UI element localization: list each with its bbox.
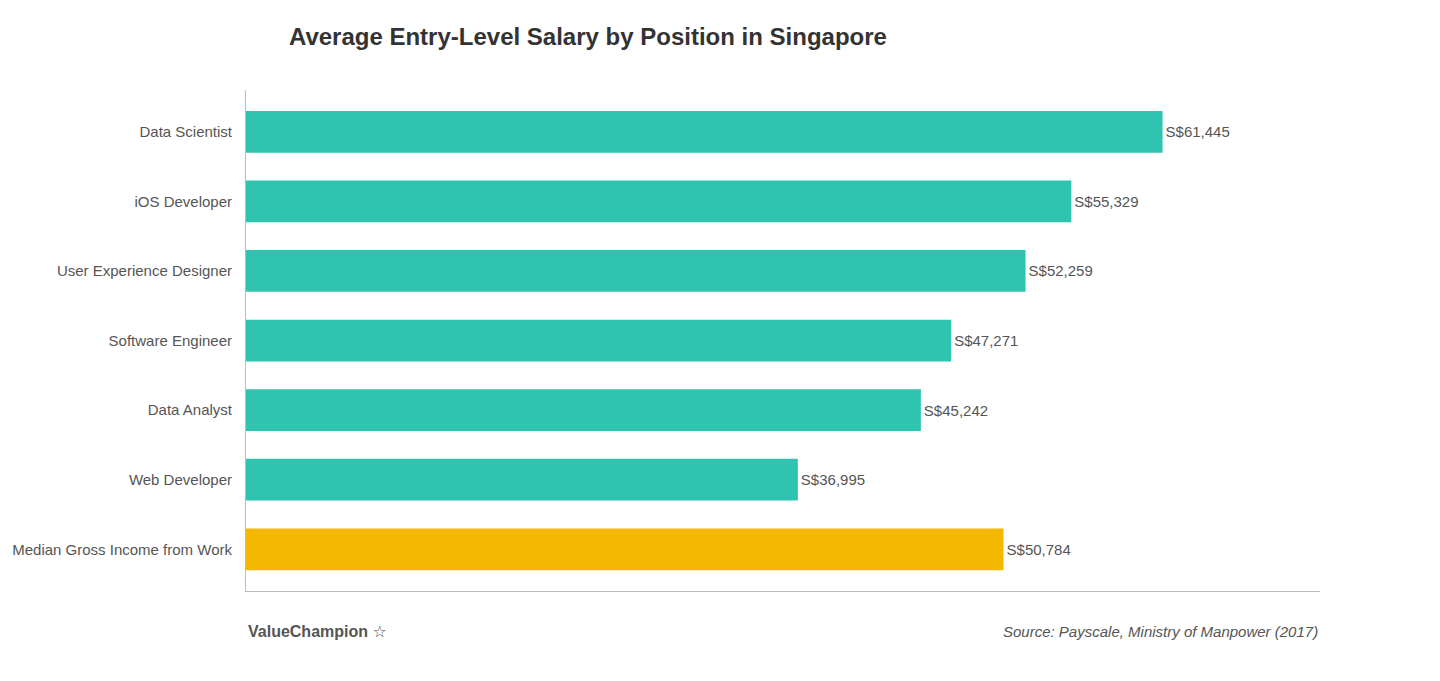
- svg-text:Median Gross Income from Work: Median Gross Income from Work: [12, 541, 232, 558]
- svg-text:Data Scientist: Data Scientist: [139, 123, 232, 140]
- svg-text:Web Developer: Web Developer: [129, 471, 232, 488]
- svg-text:Average Entry-Level Salary by: Average Entry-Level Salary by Position i…: [289, 23, 887, 50]
- svg-text:S$52,259: S$52,259: [1029, 262, 1093, 279]
- svg-text:Software Engineer: Software Engineer: [109, 332, 232, 349]
- svg-text:Data Analyst: Data Analyst: [148, 401, 233, 418]
- svg-text:S$50,784: S$50,784: [1007, 541, 1071, 558]
- svg-text:S$61,445: S$61,445: [1166, 123, 1230, 140]
- svg-text:S$45,242: S$45,242: [924, 402, 988, 419]
- svg-text:ValueChampion ☆: ValueChampion ☆: [248, 623, 387, 640]
- svg-text:iOS Developer: iOS Developer: [134, 193, 232, 210]
- svg-text:Source: Payscale, Ministry of: Source: Payscale, Ministry of Manpower (…: [1003, 623, 1318, 640]
- svg-text:User Experience Designer: User Experience Designer: [57, 262, 232, 279]
- svg-text:S$47,271: S$47,271: [954, 332, 1018, 349]
- svg-text:S$36,995: S$36,995: [801, 471, 865, 488]
- svg-text:S$55,329: S$55,329: [1074, 193, 1138, 210]
